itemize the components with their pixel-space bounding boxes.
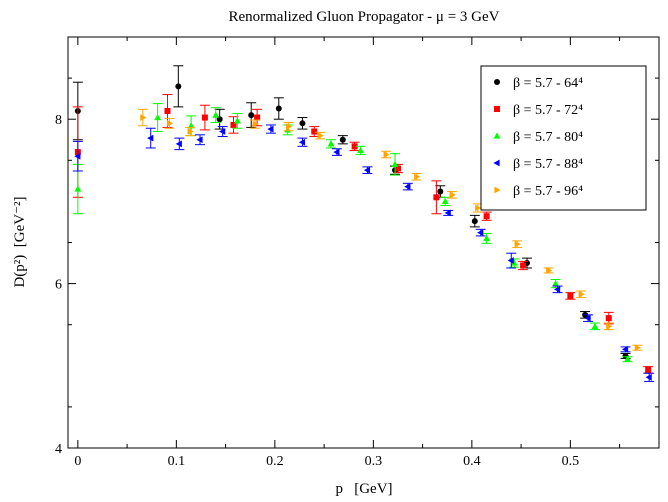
y-tick-label: 8 [55, 113, 62, 128]
data-point [147, 134, 154, 142]
data-point [164, 107, 171, 114]
data-point [605, 315, 612, 322]
data-point [441, 197, 449, 204]
data-point [477, 229, 484, 237]
legend-label-1: β = 5.7 - 72⁴ [513, 103, 583, 118]
data-point [333, 148, 340, 156]
data-point [578, 290, 585, 298]
data-point [414, 173, 421, 181]
data-point [444, 209, 451, 217]
data-point [317, 132, 324, 140]
data-point [187, 128, 194, 135]
data-point [175, 140, 182, 148]
data-point [299, 120, 306, 127]
legend-label-4: β = 5.7 - 96⁴ [513, 184, 583, 199]
data-point [140, 114, 147, 121]
data-point [357, 146, 364, 154]
data-point [394, 165, 401, 172]
data-point [219, 128, 226, 135]
data-point [252, 120, 259, 128]
data-point [514, 240, 521, 248]
data-point [201, 114, 208, 121]
data-point [552, 280, 559, 287]
legend-marker-1 [494, 106, 500, 112]
data-point [471, 218, 478, 225]
x-tick-label: 0.3 [365, 454, 383, 469]
y-tick-label: 4 [55, 442, 62, 457]
data-point [645, 366, 652, 373]
x-tick-label: 0.4 [463, 454, 481, 469]
data-point [363, 166, 371, 174]
data-point [74, 152, 81, 160]
data-point [591, 322, 599, 329]
x-tick-label: 0.5 [562, 454, 580, 469]
data-point [404, 183, 411, 191]
data-point [437, 188, 444, 195]
data-point [275, 105, 282, 112]
data-point [286, 123, 293, 130]
data-point [216, 116, 223, 123]
data-point [351, 143, 358, 150]
x-axis-label: p [GeV] [335, 481, 392, 497]
data-point [187, 122, 195, 129]
data-point [166, 119, 174, 127]
y-tick-label: 6 [55, 278, 62, 293]
data-point [327, 140, 335, 147]
data-point [175, 83, 182, 90]
x-tick-label: 0.2 [266, 454, 284, 469]
data-point [584, 314, 591, 322]
data-point [510, 259, 518, 266]
data-point [520, 262, 527, 269]
data-point [621, 345, 629, 353]
data-point [154, 113, 162, 121]
data-point [634, 344, 641, 352]
data-point [234, 117, 241, 124]
data-point [311, 128, 318, 135]
chart-title: Renormalized Gluon Propagator - μ = 3 Ge… [228, 9, 499, 25]
data-point [248, 112, 255, 119]
data-point [196, 136, 203, 144]
data-point [254, 114, 261, 121]
data-point [230, 121, 237, 128]
data-point [298, 138, 306, 146]
data-point [267, 125, 274, 133]
x-tick-label: 0 [74, 454, 81, 469]
legend-label-2: β = 5.7 - 80⁴ [513, 130, 583, 145]
data-point [449, 191, 456, 199]
data-point [645, 373, 652, 381]
legend-marker-3 [493, 159, 500, 167]
data-point [567, 292, 574, 299]
series-3 [72, 124, 655, 382]
data-point [475, 204, 482, 212]
legend-label-0: β = 5.7 - 64⁴ [513, 76, 583, 91]
data-series [72, 65, 655, 382]
y-axis-label: D(p²) [GeV⁻²] [12, 196, 28, 287]
legend-marker-2 [493, 132, 501, 139]
legend-label-3: β = 5.7 - 88⁴ [513, 157, 583, 172]
series-1 [72, 94, 654, 374]
legend-marker-0 [494, 79, 500, 85]
axis-ticks: 0 0.1 0.2 0.3 0.4 0.5 4 6 8 [55, 37, 659, 469]
data-point [433, 194, 440, 201]
data-point [391, 160, 399, 168]
legend: β = 5.7 - 64⁴ β = 5.7 - 72⁴ β = 5.7 - 80⁴ β… [480, 65, 647, 211]
data-point [546, 267, 553, 274]
data-point [383, 151, 390, 158]
data-point [606, 322, 613, 330]
legend-box [480, 65, 647, 211]
x-tick-label: 0.1 [168, 454, 186, 469]
data-point [553, 285, 561, 293]
legend-marker-4 [494, 186, 501, 194]
data-point [74, 185, 82, 192]
data-point [624, 355, 631, 362]
series-4 [137, 108, 643, 352]
data-point [507, 257, 514, 264]
data-point [483, 234, 491, 241]
data-point [212, 111, 220, 118]
data-point [483, 213, 490, 220]
data-point [339, 136, 346, 143]
